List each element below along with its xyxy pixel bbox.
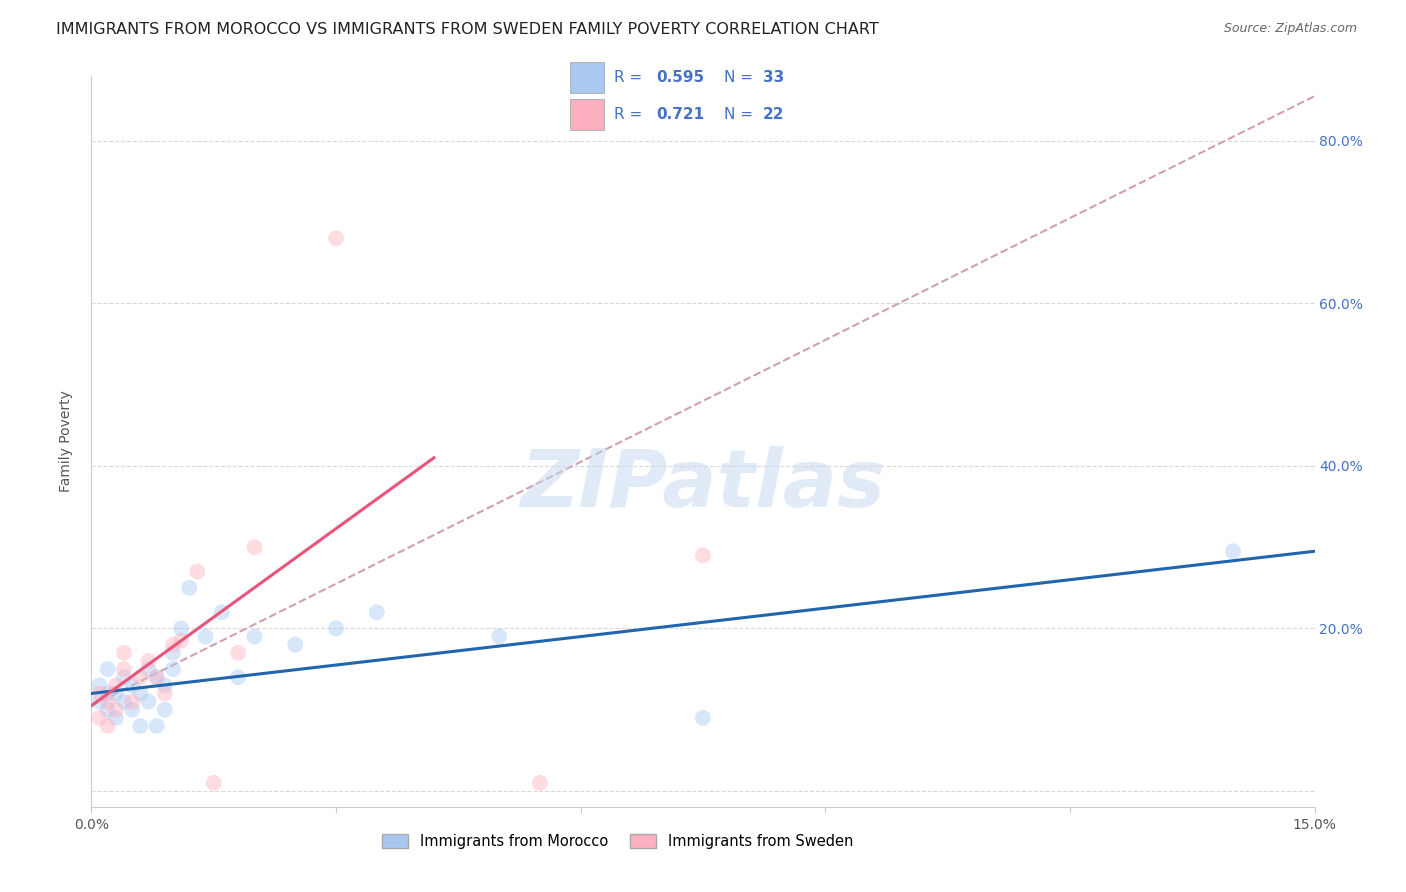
Point (162, 638, 184, 652)
Point (138, 662, 160, 676)
Point (121, 695, 143, 709)
Bar (571, 99, 605, 130)
Point (179, 581, 201, 595)
Point (325, 622, 347, 636)
Text: 0.595: 0.595 (657, 70, 704, 85)
Point (226, 646, 249, 660)
Point (202, 776, 225, 790)
Point (366, 605, 388, 619)
Point (97, 695, 120, 709)
Text: 33: 33 (762, 70, 785, 85)
Point (121, 703, 143, 717)
Point (284, 638, 307, 652)
Point (112, 662, 135, 676)
Point (138, 695, 160, 709)
Point (186, 565, 208, 579)
Point (89, 686, 111, 700)
Point (170, 633, 193, 648)
Y-axis label: Family Poverty: Family Poverty (59, 391, 73, 492)
Text: R =: R = (614, 107, 648, 122)
Point (104, 703, 127, 717)
Text: N =: N = (724, 70, 758, 85)
Point (194, 630, 217, 644)
Point (488, 630, 510, 644)
Point (211, 605, 233, 619)
Point (529, 776, 551, 790)
Point (129, 719, 152, 733)
Point (162, 646, 184, 660)
Point (104, 678, 127, 692)
Point (325, 231, 347, 245)
Point (153, 703, 176, 717)
Point (145, 670, 167, 684)
Point (89, 678, 111, 692)
Point (153, 686, 176, 700)
Point (162, 662, 184, 676)
Point (170, 622, 193, 636)
Text: IMMIGRANTS FROM MOROCCO VS IMMIGRANTS FROM SWEDEN FAMILY POVERTY CORRELATION CHA: IMMIGRANTS FROM MOROCCO VS IMMIGRANTS FR… (56, 22, 879, 37)
Point (129, 686, 152, 700)
Point (104, 686, 127, 700)
Point (243, 630, 266, 644)
Bar (571, 62, 605, 93)
Point (97, 686, 120, 700)
Point (145, 719, 167, 733)
Point (153, 678, 176, 692)
Point (97, 703, 120, 717)
Point (121, 678, 143, 692)
Point (226, 670, 249, 684)
Legend: Immigrants from Morocco, Immigrants from Sweden: Immigrants from Morocco, Immigrants from… (375, 828, 859, 855)
Point (89, 711, 111, 725)
Text: ZIPatlas: ZIPatlas (520, 446, 886, 524)
Point (692, 549, 714, 563)
Point (145, 670, 167, 684)
Point (129, 670, 152, 684)
Text: Source: ZipAtlas.com: Source: ZipAtlas.com (1223, 22, 1357, 36)
Text: N =: N = (724, 107, 758, 122)
Text: 22: 22 (762, 107, 785, 122)
Point (104, 711, 127, 725)
Point (97, 662, 120, 676)
Point (112, 646, 135, 660)
Point (89, 695, 111, 709)
Point (112, 695, 135, 709)
Text: 0.721: 0.721 (657, 107, 704, 122)
Point (243, 540, 266, 554)
Point (97, 719, 120, 733)
Point (692, 711, 714, 725)
Text: R =: R = (614, 70, 648, 85)
Point (112, 670, 135, 684)
Point (138, 654, 160, 668)
Point (1222, 544, 1244, 558)
